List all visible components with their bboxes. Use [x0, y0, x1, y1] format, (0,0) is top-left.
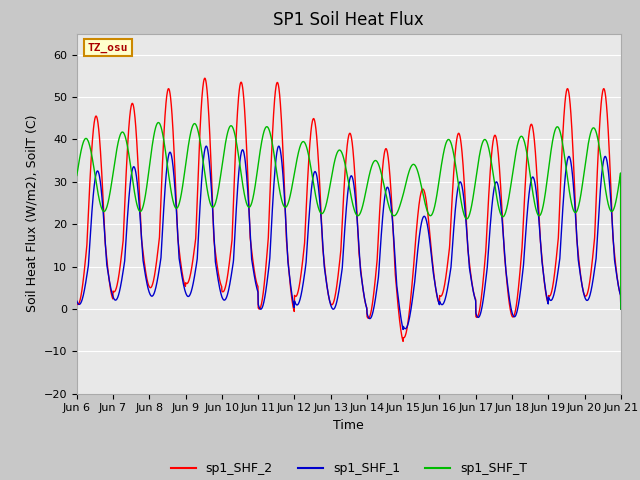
Legend: sp1_SHF_2, sp1_SHF_1, sp1_SHF_T: sp1_SHF_2, sp1_SHF_1, sp1_SHF_T [166, 457, 532, 480]
Text: TZ_osu: TZ_osu [88, 43, 128, 53]
Title: SP1 Soil Heat Flux: SP1 Soil Heat Flux [273, 11, 424, 29]
X-axis label: Time: Time [333, 419, 364, 432]
Y-axis label: Soil Heat Flux (W/m2), SoilT (C): Soil Heat Flux (W/m2), SoilT (C) [25, 115, 38, 312]
